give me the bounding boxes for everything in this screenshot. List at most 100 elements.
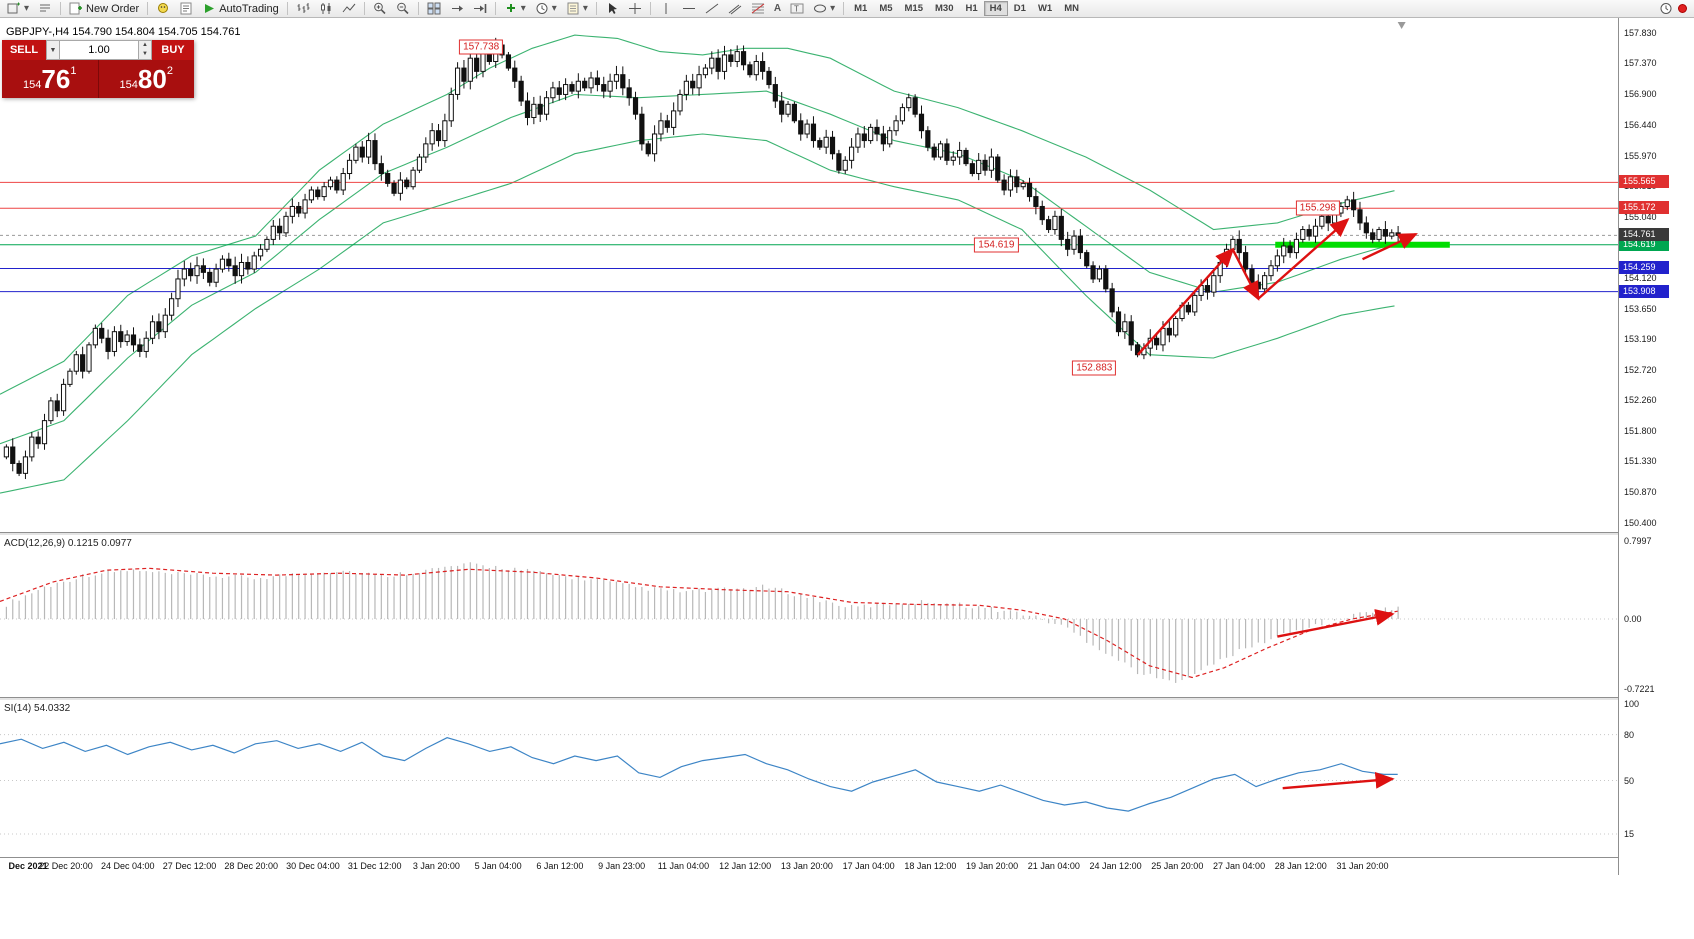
price-annotation-152.883[interactable]: 152.883 xyxy=(1072,360,1117,376)
time-axis-label: 12 Jan 12:00 xyxy=(719,861,772,871)
rsi-panel-canvas[interactable] xyxy=(0,700,1618,857)
templates-icon xyxy=(566,2,580,15)
sell-dropdown-button[interactable]: ▼ xyxy=(46,40,60,60)
volume-down-icon[interactable]: ▼ xyxy=(142,51,148,57)
auto-scroll-button[interactable] xyxy=(446,1,468,17)
toolbar-right-group xyxy=(1659,2,1691,15)
timeframe-m5-button[interactable]: M5 xyxy=(879,3,893,14)
bar-chart-button[interactable] xyxy=(292,1,314,17)
horizontal-line-tool-button[interactable] xyxy=(678,1,700,17)
new-order-button[interactable]: New Order xyxy=(65,1,143,17)
timeframe-m15-button[interactable]: M15 xyxy=(904,3,923,14)
toolbar-separator xyxy=(60,2,62,15)
toolbar-separator xyxy=(417,2,419,15)
crosshair-tool-button[interactable] xyxy=(624,1,646,17)
tile-windows-button[interactable] xyxy=(423,1,445,17)
notifications-icon[interactable] xyxy=(1678,4,1687,13)
trendline-tool-button[interactable] xyxy=(701,1,723,17)
channel-tool-button[interactable] xyxy=(724,1,746,17)
price-tick-label: 151.330 xyxy=(1624,456,1657,467)
volume-input[interactable]: 1.00 xyxy=(60,40,138,60)
time-axis-label: 11 Jan 04:00 xyxy=(657,861,710,871)
price-tick-label: 155.040 xyxy=(1624,212,1657,222)
price-annotation-154.619[interactable]: 154.619 xyxy=(974,237,1019,253)
macd-panel-canvas[interactable] xyxy=(0,535,1618,697)
buy-price-button[interactable]: 154 80 2 xyxy=(98,60,194,98)
indicators-icon xyxy=(504,2,518,15)
rsi-level-label: 50 xyxy=(1624,775,1635,786)
price-axis[interactable]: 157.830 157.370 156.900 156.440 155.970 155.5… xyxy=(1618,18,1694,875)
new-chart-button[interactable]: ▾ xyxy=(3,1,33,17)
volume-up-icon[interactable]: ▲ xyxy=(142,42,148,48)
timeframe-h1-button[interactable]: H1 xyxy=(965,3,978,14)
price-tick-label: 153.650 xyxy=(1624,303,1657,314)
line-chart-icon xyxy=(342,2,356,15)
indicators-button[interactable]: ▾ xyxy=(500,1,530,17)
rsi-indicator-label: SI(14) 54.0332 xyxy=(4,703,71,714)
shapes-tool-button[interactable]: ▾ xyxy=(809,1,839,17)
expert-advisors-button[interactable] xyxy=(152,1,174,17)
price-annotation-155.298[interactable]: 155.298 xyxy=(1295,200,1340,216)
label-tool-button[interactable]: T xyxy=(786,1,808,17)
panel-separator[interactable] xyxy=(0,697,1618,700)
chart-area[interactable]: GBPJPY-,H4 154.790 154.804 154.705 154.7… xyxy=(0,18,1694,875)
fibonacci-icon xyxy=(751,2,765,15)
zoom-out-button[interactable] xyxy=(392,1,414,17)
time-axis-label: 27 Jan 04:00 xyxy=(1213,861,1266,871)
line-chart-button[interactable] xyxy=(338,1,360,17)
time-axis-label: Dec 2021 xyxy=(8,861,48,871)
trendline-icon xyxy=(705,2,719,15)
chart-shift-button[interactable] xyxy=(469,1,491,17)
time-axis-label: 27 Dec 12:00 xyxy=(162,861,217,871)
trend-arrows[interactable] xyxy=(1137,218,1418,356)
sell-price-button[interactable]: 154 76 1 xyxy=(2,60,99,98)
fibonacci-tool-button[interactable] xyxy=(747,1,769,17)
templates-button[interactable]: ▾ xyxy=(562,1,592,17)
periods-caret-icon: ▾ xyxy=(551,3,557,14)
volume-stepper[interactable]: ▲ ▼ xyxy=(138,40,152,60)
rsi-trend-arrow[interactable] xyxy=(1282,772,1395,790)
price-tick-label: 156.900 xyxy=(1624,89,1657,100)
scripts-button[interactable] xyxy=(175,1,197,17)
bottom-spacer xyxy=(0,875,1694,939)
timeframe-m30-button[interactable]: M30 xyxy=(935,3,954,14)
time-axis-label: 3 Jan 20:00 xyxy=(412,861,460,871)
price-tick-label: 150.400 xyxy=(1624,517,1657,528)
vertical-line-tool-button[interactable] xyxy=(655,1,677,17)
panel-separator[interactable] xyxy=(0,532,1618,535)
new-order-label: New Order xyxy=(86,2,140,15)
main-chart-canvas[interactable] xyxy=(0,18,1618,532)
periods-button[interactable]: ▾ xyxy=(531,1,561,17)
time-axis-label: 6 Jan 12:00 xyxy=(536,861,584,871)
timeframe-mn-button[interactable]: MN xyxy=(1064,3,1079,14)
profiles-icon xyxy=(38,2,52,15)
cursor-tool-button[interactable] xyxy=(601,1,623,17)
text-tool-button[interactable]: A xyxy=(770,1,785,17)
bar-chart-icon xyxy=(296,2,310,15)
autotrading-play-icon xyxy=(202,2,216,15)
profiles-button[interactable] xyxy=(34,1,56,17)
label-icon: T xyxy=(790,2,804,15)
timeframe-m1-button[interactable]: M1 xyxy=(854,3,868,14)
zoom-in-button[interactable] xyxy=(369,1,391,17)
timeframe-w1-button[interactable]: W1 xyxy=(1037,3,1053,14)
sell-button[interactable]: SELL xyxy=(2,40,46,60)
time-axis-label: 30 Dec 04:00 xyxy=(286,861,340,871)
macd-trend-arrow[interactable] xyxy=(1277,609,1395,638)
svg-text:T: T xyxy=(794,5,799,14)
clock-icon[interactable] xyxy=(1659,2,1673,15)
time-axis[interactable]: Dec 2021 22 Dec 20:00 24 Dec 04:00 27 Dec 1… xyxy=(0,857,1618,875)
price-annotation-157.738[interactable]: 157.738 xyxy=(459,39,504,55)
candlestick-chart-button[interactable] xyxy=(315,1,337,17)
autotrading-button[interactable]: AutoTrading xyxy=(198,1,283,17)
crosshair-icon xyxy=(628,2,642,15)
time-axis-label: 28 Jan 12:00 xyxy=(1274,861,1327,871)
time-axis-label: 13 Jan 20:00 xyxy=(780,861,833,871)
toolbar-separator xyxy=(843,2,845,15)
candlestick-chart-icon xyxy=(319,2,333,15)
timeframe-d1-button[interactable]: D1 xyxy=(1013,3,1026,14)
buy-button[interactable]: BUY xyxy=(152,40,194,60)
timeframe-toolbar: M1 M5 M15 M30 H1 H4 D1 W1 MN xyxy=(848,1,1085,16)
channel-icon xyxy=(728,2,742,15)
timeframe-h4-button[interactable]: H4 xyxy=(983,1,1008,16)
